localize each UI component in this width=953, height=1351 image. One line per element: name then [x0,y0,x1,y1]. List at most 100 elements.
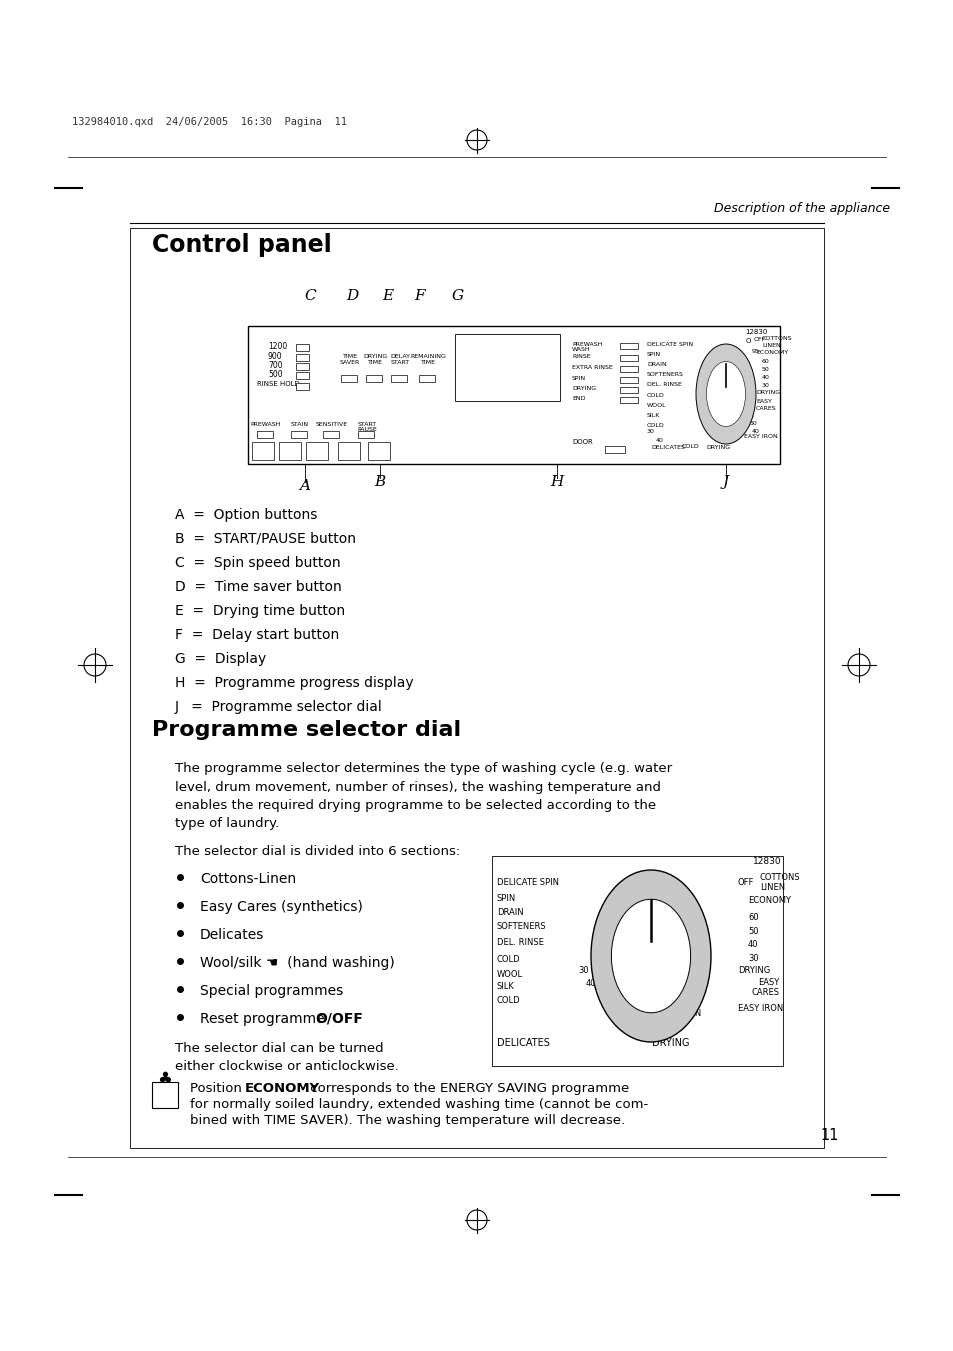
Text: G  =  Display: G = Display [174,653,266,666]
Text: 500: 500 [268,370,282,380]
Text: 50: 50 [749,422,757,426]
Text: 30: 30 [578,966,588,975]
Text: DELICATE SPIN: DELICATE SPIN [497,878,558,888]
Text: C: C [304,289,315,303]
Text: DRYING: DRYING [572,386,596,390]
Text: EASY: EASY [758,978,779,988]
Text: G: G [452,289,463,303]
Text: 40: 40 [656,438,663,443]
Text: PREWASH: PREWASH [251,422,281,427]
Text: COTTONS: COTTONS [761,336,792,340]
Text: OFF: OFF [753,336,765,342]
Text: Description of the appliance: Description of the appliance [713,203,889,215]
Bar [619,386,638,393]
Text: SOFTENERS: SOFTENERS [497,921,546,931]
Text: COLD: COLD [646,423,664,428]
Text: O: O [745,338,751,345]
Text: 95: 95 [667,901,679,911]
Text: C  =  Spin speed button: C = Spin speed button [174,557,340,570]
Text: 50: 50 [675,994,685,1002]
Text: Special programmes: Special programmes [200,984,343,998]
Text: START
PAUSE: START PAUSE [356,422,376,432]
Text: 1200: 1200 [268,342,287,351]
Text: COLD: COLD [646,393,664,399]
Text: E: E [382,289,394,303]
Text: EASY IRON: EASY IRON [738,1004,782,1013]
Text: 60: 60 [746,413,754,419]
Ellipse shape [706,362,744,427]
Bar [368,442,390,459]
Text: Wool/silk ☚  (hand washing): Wool/silk ☚ (hand washing) [200,957,395,970]
Bar [152,1082,178,1108]
Text: CARES: CARES [751,988,780,997]
Bar [619,366,638,372]
Text: A: A [299,480,310,493]
Text: EXTRA RINSE: EXTRA RINSE [572,365,612,370]
Text: H: H [550,476,563,489]
Text: 12830: 12830 [752,857,781,866]
Text: Cottons-Linen: Cottons-Linen [200,871,295,886]
Bar [604,446,624,453]
Text: J: J [722,476,728,489]
Text: Control panel: Control panel [152,232,332,257]
Bar [306,442,328,459]
Text: DELICATE SPIN: DELICATE SPIN [646,342,693,347]
Text: O/OFF: O/OFF [314,1012,362,1025]
Text: 132984010.qxd  24/06/2005  16:30  Pagina  11: 132984010.qxd 24/06/2005 16:30 Pagina 11 [71,118,347,127]
Text: 50: 50 [747,927,758,936]
Text: 40: 40 [659,1004,669,1013]
Bar [295,382,309,390]
Text: H  =  Programme progress display: H = Programme progress display [174,676,414,690]
Text: bined with TIME SAVER). The washing temperature will decrease.: bined with TIME SAVER). The washing temp… [190,1115,624,1127]
Text: WOOL: WOOL [497,970,522,979]
Text: The selector dial is divided into 6 sections:: The selector dial is divided into 6 sect… [174,844,459,858]
Text: DRYING: DRYING [738,966,769,975]
Bar [619,343,638,349]
Text: E  =  Drying time button: E = Drying time button [174,604,345,617]
Text: Easy Cares (synthetics): Easy Cares (synthetics) [200,900,362,915]
Text: SPIN: SPIN [497,894,516,902]
Text: RINSE: RINSE [572,354,590,359]
Text: 30: 30 [646,430,654,434]
Text: PREWASH
WASH: PREWASH WASH [572,342,601,353]
Text: DELICATES: DELICATES [650,444,684,450]
Text: DRYING
TIME: DRYING TIME [362,354,387,365]
Text: 40: 40 [585,979,596,988]
Bar [252,442,274,459]
Text: B  =  START/PAUSE button: B = START/PAUSE button [174,532,355,546]
Text: 95: 95 [751,349,760,354]
Bar [295,363,309,370]
Text: SENSITIVE: SENSITIVE [315,422,348,427]
Text: DOOR: DOOR [572,439,592,444]
Ellipse shape [611,900,690,1013]
Bar [455,334,559,401]
Text: DRAIN: DRAIN [497,908,523,917]
Ellipse shape [590,870,710,1042]
Text: 40: 40 [623,1001,634,1011]
Text: TIME
SAVER: TIME SAVER [339,354,359,365]
Text: OFF: OFF [738,878,754,888]
Text: DRYING: DRYING [705,444,729,450]
Text: D  =  Time saver button: D = Time saver button [174,580,341,594]
Text: Delicates: Delicates [200,928,264,942]
Bar [295,345,309,351]
Text: EASY IRON: EASY IRON [656,1009,700,1019]
Text: 900: 900 [268,353,282,361]
Bar [366,376,381,382]
Text: DELICATES: DELICATES [497,1038,549,1048]
Text: F: F [415,289,425,303]
Text: CARES: CARES [755,407,776,411]
Bar [248,326,780,463]
Text: 30: 30 [609,998,620,1006]
Bar [337,442,359,459]
Text: 700: 700 [268,361,282,370]
Text: DEL. RINSE: DEL. RINSE [497,938,543,947]
Text: EASY: EASY [755,399,771,404]
Text: A  =  Option buttons: A = Option buttons [174,508,317,521]
Bar [391,376,407,382]
Text: 60: 60 [685,984,696,992]
Bar [619,397,638,403]
Text: 30: 30 [761,382,769,388]
Text: DRYING: DRYING [651,1038,689,1048]
Text: Position: Position [190,1082,246,1096]
